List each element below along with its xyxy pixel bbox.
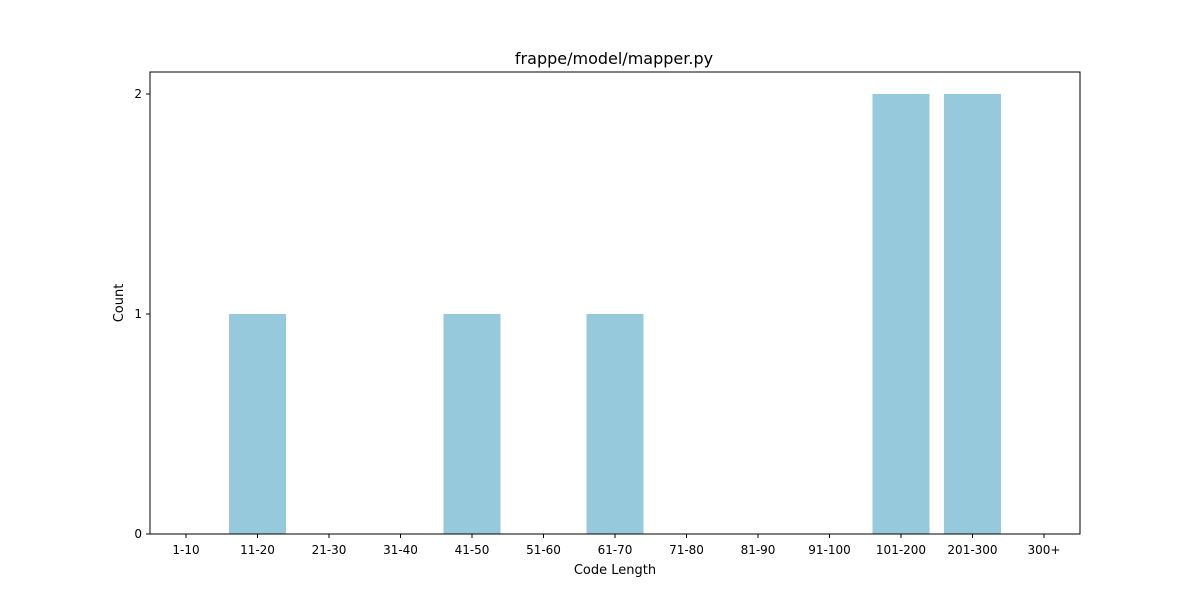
x-tick-label: 61-70 — [598, 543, 633, 557]
y-axis-label: Count — [112, 284, 127, 323]
y-tick-label: 2 — [134, 87, 142, 101]
x-tick-label: 51-60 — [526, 543, 561, 557]
bar-41-50 — [443, 314, 501, 534]
x-tick-label: 201-300 — [947, 543, 997, 557]
y-tick-label: 0 — [134, 527, 142, 541]
x-tick-label: 1-10 — [172, 543, 199, 557]
x-tick-label: 31-40 — [383, 543, 418, 557]
x-tick-label: 41-50 — [455, 543, 490, 557]
x-tick-label: 81-90 — [741, 543, 776, 557]
bar-61-70 — [586, 314, 644, 534]
x-tick-label: 91-100 — [808, 543, 851, 557]
y-tick-label: 1 — [134, 307, 142, 321]
x-tick-label: 21-30 — [312, 543, 347, 557]
bar-11-20 — [229, 314, 286, 534]
x-tick-label: 300+ — [1028, 543, 1061, 557]
y-axis-ticks: 0 1 2 — [134, 87, 150, 541]
x-axis-ticks: 1-10 11-20 21-30 31-40 41-50 51-60 61-70 71-80 8… — [172, 534, 1060, 557]
bar-201-300 — [944, 94, 1001, 534]
x-tick-label: 11-20 — [240, 543, 275, 557]
chart-title: frappe/model/mapper.py — [515, 49, 713, 68]
x-axis-label: Code Length — [574, 563, 656, 578]
bars-group — [229, 94, 1001, 534]
x-tick-label: 101-200 — [876, 543, 926, 557]
x-tick-label: 71-80 — [669, 543, 704, 557]
bar-101-200 — [872, 94, 930, 534]
